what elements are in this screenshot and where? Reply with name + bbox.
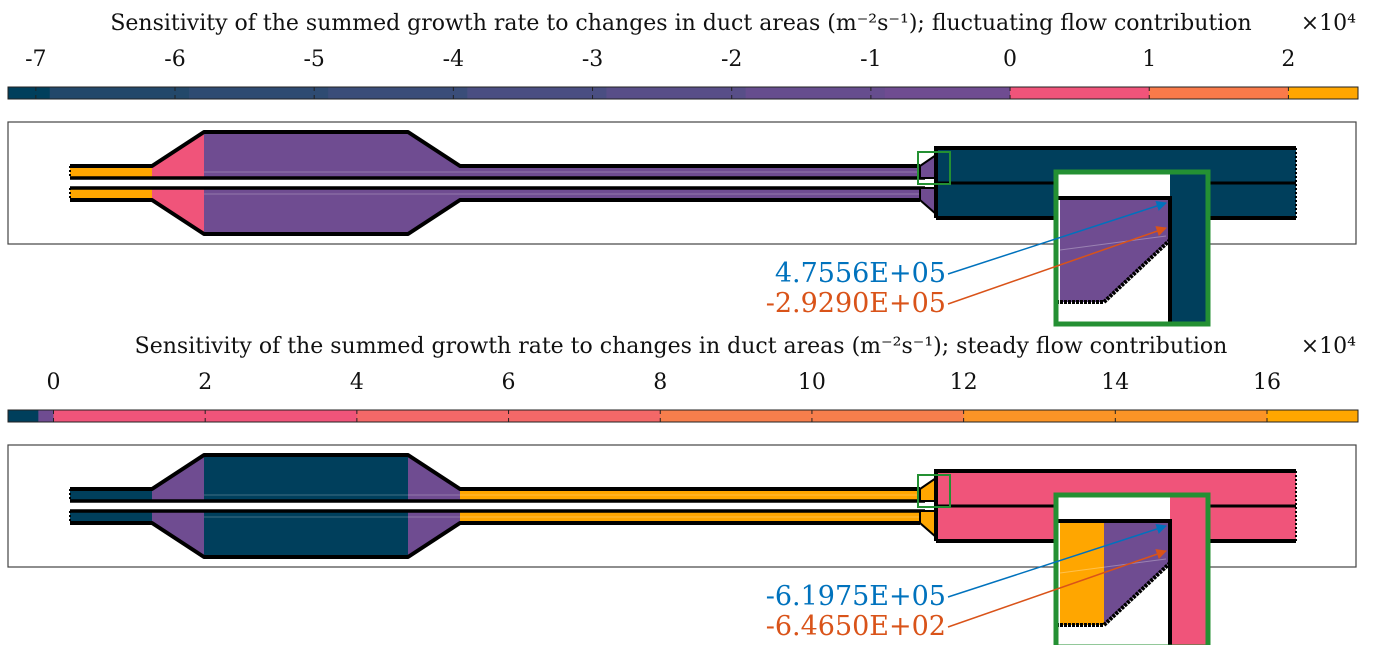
annotation-arrow-2 xyxy=(947,226,1167,305)
colorbar-tick-label: 6 xyxy=(502,370,516,395)
colorbar-tick-label: -7 xyxy=(25,47,46,72)
annotation-arrow-1 xyxy=(947,523,1167,598)
duct-cone-out-lower xyxy=(408,188,460,234)
panel-steady: Sensitivity of the summed growth rate to… xyxy=(7,334,1359,645)
colorbar-title: Sensitivity of the summed growth rate to… xyxy=(110,11,1251,36)
zoom-box-inset xyxy=(1053,492,1211,645)
duct-plenum-lower xyxy=(204,511,408,557)
duct-taper-upper xyxy=(919,476,937,502)
duct-cone-in-lower xyxy=(152,511,204,557)
inset-wall-lower xyxy=(1056,238,1172,304)
colorbar-segment xyxy=(49,87,190,99)
annotation-value-2: -2.9290E+05 xyxy=(766,288,946,319)
panel-fluctuating: Sensitivity of the summed growth rate to… xyxy=(7,11,1359,327)
colorbar-segment xyxy=(745,87,886,99)
colorbar-tick-label: -6 xyxy=(164,47,185,72)
inset-flow-line xyxy=(1059,558,1167,574)
colorbar-segment xyxy=(8,410,39,422)
annotation-arrow-1 xyxy=(947,200,1167,275)
colorbar-segment xyxy=(1288,87,1359,99)
duct-neck-upper xyxy=(460,166,928,178)
duct-inlet-lower xyxy=(70,188,152,200)
chamber-wall xyxy=(934,469,1296,541)
colorbar-segment xyxy=(356,410,661,422)
inset-wall-lower xyxy=(1056,561,1172,627)
colorbar-tick-label: -2 xyxy=(721,47,742,72)
colorbar-segment xyxy=(467,87,607,99)
duct-taper-lower xyxy=(919,510,937,540)
inset-duct-stub xyxy=(1060,521,1104,625)
colorbar-segment xyxy=(53,410,358,422)
duct-neck-lower xyxy=(460,511,928,523)
colorbar-segment xyxy=(328,87,468,99)
duct-outline-upper xyxy=(70,453,920,491)
annotation-value-1: 4.7556E+05 xyxy=(775,258,946,289)
colorbar-tick-label: 12 xyxy=(950,370,978,395)
duct-inlet-upper xyxy=(70,489,152,501)
duct-plenum-lower xyxy=(204,188,408,234)
duct-outline-lower xyxy=(70,198,920,236)
zoom-box-small xyxy=(917,151,951,185)
duct-neck-upper xyxy=(460,489,928,501)
annotation-value-2: -6.4650E+02 xyxy=(766,611,946,642)
duct-cone-in-lower xyxy=(152,188,204,234)
duct-outline-lower xyxy=(70,521,920,559)
duct-taper-lower xyxy=(919,187,937,217)
diagram-frame xyxy=(7,444,1357,568)
colorbar-tick-label: 16 xyxy=(1253,370,1281,395)
duct-plenum-upper xyxy=(204,455,408,501)
colorbar-segment xyxy=(188,87,329,99)
colorbar-segment xyxy=(8,87,51,99)
inset-wall-upper xyxy=(1056,519,1172,645)
duct-inlet-upper xyxy=(70,166,152,178)
duct-cone-in-upper xyxy=(152,455,204,501)
colorbar-segment xyxy=(38,410,55,422)
duct-inlet-lower xyxy=(70,511,152,523)
colorbar-segment xyxy=(1010,87,1150,99)
inset-chamber-bar xyxy=(1170,172,1206,324)
zoom-box-small xyxy=(917,474,951,508)
duct-neck-lower xyxy=(460,188,928,200)
duct-outline-upper xyxy=(70,130,920,168)
duct-cone-out-lower xyxy=(408,511,460,557)
duct-taper-upper xyxy=(919,153,937,179)
colorbar-tick-label: 0 xyxy=(47,370,61,395)
inset-wall-upper xyxy=(1056,196,1172,324)
colorbar-tick-label: 4 xyxy=(350,370,364,395)
colorbar-tick-label: -4 xyxy=(443,47,464,72)
colorbar-segment xyxy=(884,87,1011,99)
inset-chamber-bar xyxy=(1170,495,1206,645)
colorbar-segment xyxy=(963,410,1268,422)
colorbar-exponent: ×10⁴ xyxy=(1301,11,1356,36)
colorbar-tick-label: 0 xyxy=(1003,47,1017,72)
annotation-value-1: -6.1975E+05 xyxy=(766,581,946,612)
duct-cone-out-upper xyxy=(408,132,460,178)
colorbar-segment xyxy=(606,87,747,99)
colorbar-segment xyxy=(660,410,965,422)
colorbar-tick-label: 10 xyxy=(798,370,826,395)
colorbar-segment xyxy=(1149,87,1289,99)
colorbar-frame xyxy=(7,86,1359,100)
duct-plenum-upper xyxy=(204,132,408,178)
inset-flow-line xyxy=(1059,235,1167,251)
colorbar-segment xyxy=(1266,410,1359,422)
colorbar-tick-label: 2 xyxy=(1281,47,1295,72)
colorbar-tick-label: 14 xyxy=(1101,370,1129,395)
colorbar-tick-label: 1 xyxy=(1142,47,1156,72)
colorbar-tick-label: 8 xyxy=(653,370,667,395)
colorbar-tick-label: -3 xyxy=(582,47,603,72)
duct-cone-in-upper xyxy=(152,132,204,178)
diagram-frame xyxy=(7,121,1357,245)
colorbar-frame xyxy=(7,409,1359,423)
colorbar-tick-label: -5 xyxy=(303,47,324,72)
colorbar-title: Sensitivity of the summed growth rate to… xyxy=(135,334,1228,359)
colorbar-exponent: ×10⁴ xyxy=(1301,334,1356,359)
duct-cone-out-upper xyxy=(408,455,460,501)
zoom-box-inset xyxy=(1053,169,1211,327)
colorbar-tick-label: -1 xyxy=(860,47,881,72)
colorbar-tick-label: 2 xyxy=(198,370,212,395)
chamber-wall xyxy=(934,146,1296,218)
annotation-arrow-2 xyxy=(947,549,1167,628)
